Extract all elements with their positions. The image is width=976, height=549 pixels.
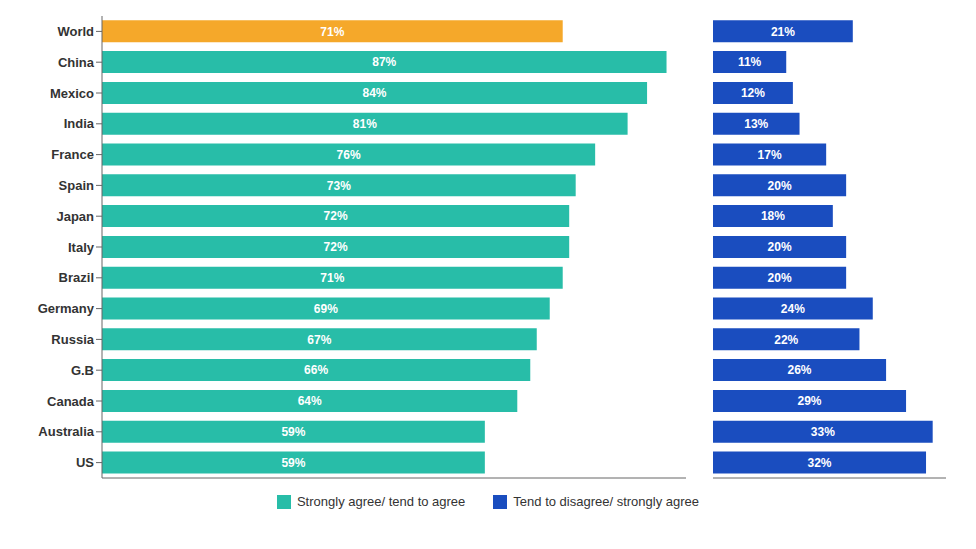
svg-text:11%: 11% (738, 55, 762, 69)
html-text:Strongly agree/ tend to agree: Strongly agree/ tend to agree (296, 494, 466, 509)
svg-text:21%: 21% (771, 25, 795, 39)
svg-text:Brazil: Brazil (59, 270, 94, 285)
html-text:Tend to disagree/ strongly agr: Tend to disagree/ strongly agree (513, 494, 700, 509)
svg-text:13%: 13% (744, 117, 768, 131)
svg-text:12%: 12% (741, 86, 765, 100)
svg-text:33%: 33% (811, 425, 835, 439)
svg-text:20%: 20% (768, 179, 792, 193)
svg-text:67%: 67% (307, 333, 331, 347)
svg-text:Russia: Russia (51, 332, 94, 347)
svg-text:59%: 59% (281, 425, 305, 439)
svg-text:22%: 22% (774, 333, 798, 347)
svg-text:26%: 26% (788, 363, 812, 377)
svg-text:71%: 71% (320, 25, 344, 39)
svg-text:18%: 18% (761, 209, 785, 223)
svg-text:24%: 24% (781, 302, 805, 316)
svg-text:World: World (57, 24, 94, 39)
svg-text:73%: 73% (327, 179, 351, 193)
svg-text:India: India (64, 116, 95, 131)
svg-text:Germany: Germany (38, 301, 95, 316)
svg-text:72%: 72% (324, 240, 348, 254)
svg-text:84%: 84% (363, 86, 387, 100)
svg-text:France: France (51, 147, 94, 162)
svg-text:32%: 32% (807, 456, 831, 470)
svg-text:59%: 59% (281, 456, 305, 470)
svg-text:G.B: G.B (71, 363, 94, 378)
svg-text:Mexico: Mexico (50, 86, 94, 101)
svg-text:81%: 81% (353, 117, 377, 131)
svg-text:Japan: Japan (56, 209, 94, 224)
svg-text:Australia: Australia (38, 424, 94, 439)
svg-text:20%: 20% (768, 240, 792, 254)
svg-text:China: China (58, 55, 95, 70)
svg-text:71%: 71% (320, 271, 344, 285)
svg-text:20%: 20% (768, 271, 792, 285)
svg-text:29%: 29% (798, 394, 822, 408)
svg-text:76%: 76% (337, 148, 361, 162)
svg-text:Canada: Canada (47, 394, 95, 409)
svg-text:69%: 69% (314, 302, 338, 316)
svg-text:87%: 87% (372, 55, 396, 69)
svg-text:Italy: Italy (68, 240, 95, 255)
svg-text:66%: 66% (304, 363, 328, 377)
svg-text:72%: 72% (324, 209, 348, 223)
svg-text:64%: 64% (298, 394, 322, 408)
svg-text:Spain: Spain (59, 178, 94, 193)
svg-text:17%: 17% (758, 148, 782, 162)
svg-text:US: US (76, 455, 94, 470)
